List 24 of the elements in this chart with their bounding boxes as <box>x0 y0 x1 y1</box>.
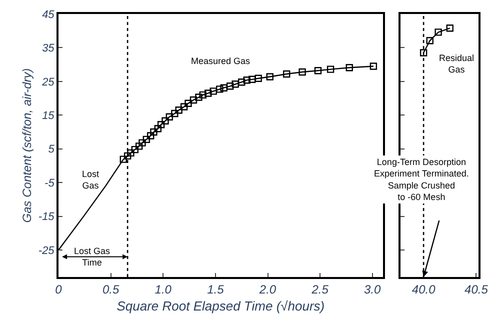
y-tick-label: 25 <box>41 76 56 88</box>
annotation: Measured Gas <box>191 56 251 66</box>
x-tick-label: 0.5 <box>102 282 120 296</box>
y-tick-label: -25 <box>38 244 56 257</box>
y-tick-label: 35 <box>42 42 56 55</box>
annotation: Residual Gas <box>439 53 474 75</box>
y-tick-label: 45 <box>42 8 56 21</box>
x-tick-label: 40.5 <box>464 282 488 296</box>
x-tick-label: 2.0 <box>258 282 276 296</box>
y-tick-label: 15 <box>42 110 56 122</box>
annotation: Lost Gas Time <box>74 246 111 268</box>
y-tick-label: -5 <box>44 177 56 190</box>
annotation: Lost Gas <box>82 169 100 191</box>
x-tick-label: 1.5 <box>207 282 224 296</box>
x-tick-label: 3.0 <box>364 282 382 296</box>
x-tick-label: 40.0 <box>412 282 436 296</box>
annotation: Long-Term Desorption Experiment Terminated. Sample Crushed to -60 Mesh <box>374 157 469 202</box>
x-axis-title: Square Root Elapsed Time (√hours) <box>116 298 325 314</box>
x-tick-label: 1.0 <box>154 282 172 296</box>
x-tick-label: 0 <box>55 282 62 296</box>
y-tick-label: 5 <box>48 144 56 156</box>
y-axis-title: Gas Content (scf/ton, air-dry) <box>20 68 34 223</box>
x-tick-label: 2.5 <box>310 282 329 296</box>
y-tick-label: -15 <box>38 211 56 224</box>
